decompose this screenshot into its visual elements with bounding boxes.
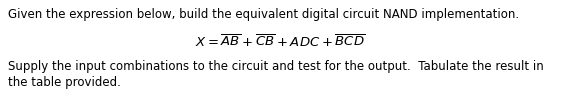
Text: Supply the input combinations to the circuit and test for the output.  Tabulate : Supply the input combinations to the cir… (8, 60, 544, 73)
Text: the table provided.: the table provided. (8, 76, 121, 89)
Text: $X = \overline{AB} + \overline{CB} + ADC + \overline{BCD}$: $X = \overline{AB} + \overline{CB} + ADC… (195, 34, 366, 50)
Text: Given the expression below, build the equivalent digital circuit NAND implementa: Given the expression below, build the eq… (8, 8, 519, 21)
